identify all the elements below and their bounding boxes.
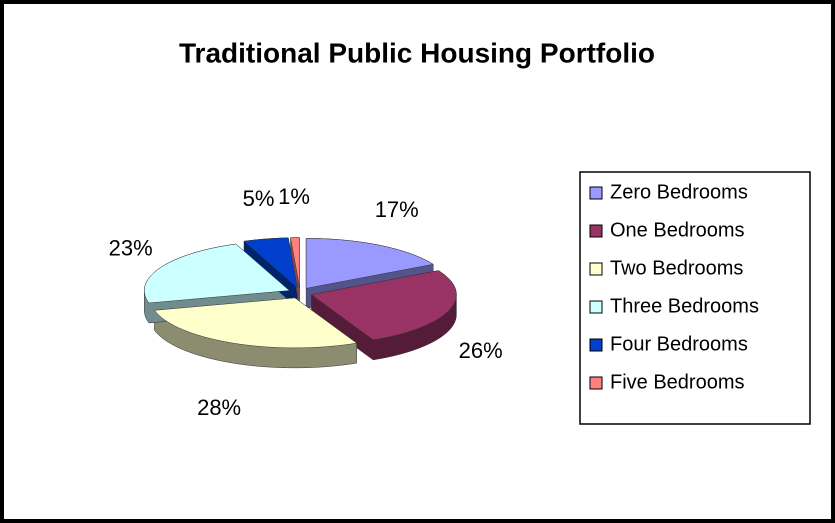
slice bbox=[290, 237, 300, 288]
legend-box bbox=[579, 171, 811, 425]
legend-label: Three Bedrooms bbox=[610, 295, 759, 317]
legend-label: Four Bedrooms bbox=[610, 333, 748, 355]
slice bbox=[310, 270, 457, 341]
legend-swatch bbox=[589, 262, 603, 276]
slice bbox=[243, 237, 298, 289]
data-label: 5% bbox=[243, 186, 275, 211]
pie-tops bbox=[144, 237, 457, 349]
legend-swatch bbox=[589, 186, 603, 200]
legend-label: Five Bedrooms bbox=[610, 371, 745, 393]
slice bbox=[305, 238, 434, 289]
data-label: 17% bbox=[375, 197, 419, 222]
legend-label: One Bedrooms bbox=[610, 219, 745, 241]
data-label: 1% bbox=[278, 184, 310, 209]
legend-swatch bbox=[589, 338, 603, 352]
legend-swatch bbox=[589, 224, 603, 238]
data-label: 23% bbox=[109, 236, 153, 261]
legend-swatch bbox=[589, 376, 603, 390]
slice bbox=[153, 297, 358, 349]
slice bbox=[144, 243, 290, 304]
data-label: 26% bbox=[459, 338, 503, 363]
chart-title: Traditional Public Housing Portfolio bbox=[179, 37, 655, 68]
legend-swatch bbox=[589, 300, 603, 314]
legend-label: Two Bedrooms bbox=[610, 257, 743, 279]
data-label: 28% bbox=[197, 395, 241, 420]
legend-label: Zero Bedrooms bbox=[610, 181, 748, 203]
